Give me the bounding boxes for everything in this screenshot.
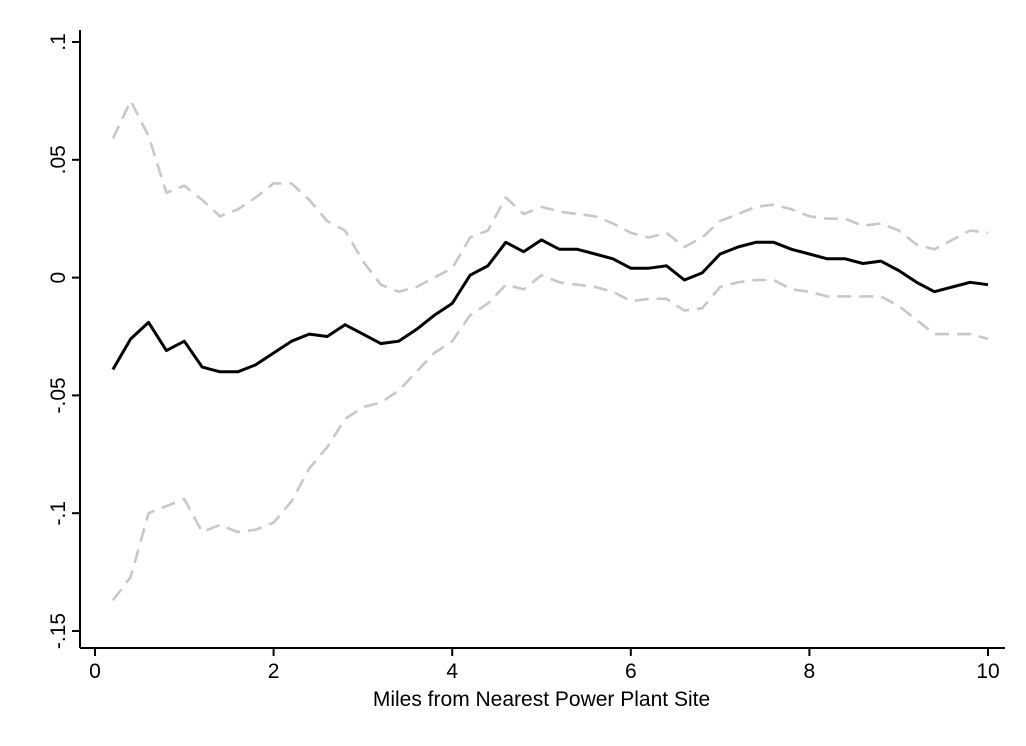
x-axis-title: Miles from Nearest Power Plant Site (373, 688, 710, 711)
upper-band-line (111, 99, 989, 293)
y-tick-label: .1 (47, 33, 70, 51)
y-tick-label: -.1 (47, 501, 70, 526)
x-tick-label: 6 (625, 660, 637, 683)
y-tick-label: -.15 (47, 613, 70, 649)
x-tick-label: 10 (976, 660, 999, 683)
y-tick-label: 0 (47, 272, 70, 284)
y-tick-label: -.05 (47, 377, 70, 413)
lower-band-line (111, 273, 989, 602)
y-axis-ticks: -.15 -.1 -.05 0 .05 .1 (47, 33, 80, 649)
series-layer (111, 99, 989, 602)
x-tick-label: 8 (804, 660, 816, 683)
x-axis-ticks: 0 2 4 6 8 10 (89, 648, 1000, 683)
y-tick-label: .05 (47, 145, 70, 174)
estimate-line (111, 238, 989, 374)
x-tick-label: 2 (268, 660, 280, 683)
x-tick-label: 0 (89, 660, 101, 683)
x-tick-label: 4 (446, 660, 458, 683)
